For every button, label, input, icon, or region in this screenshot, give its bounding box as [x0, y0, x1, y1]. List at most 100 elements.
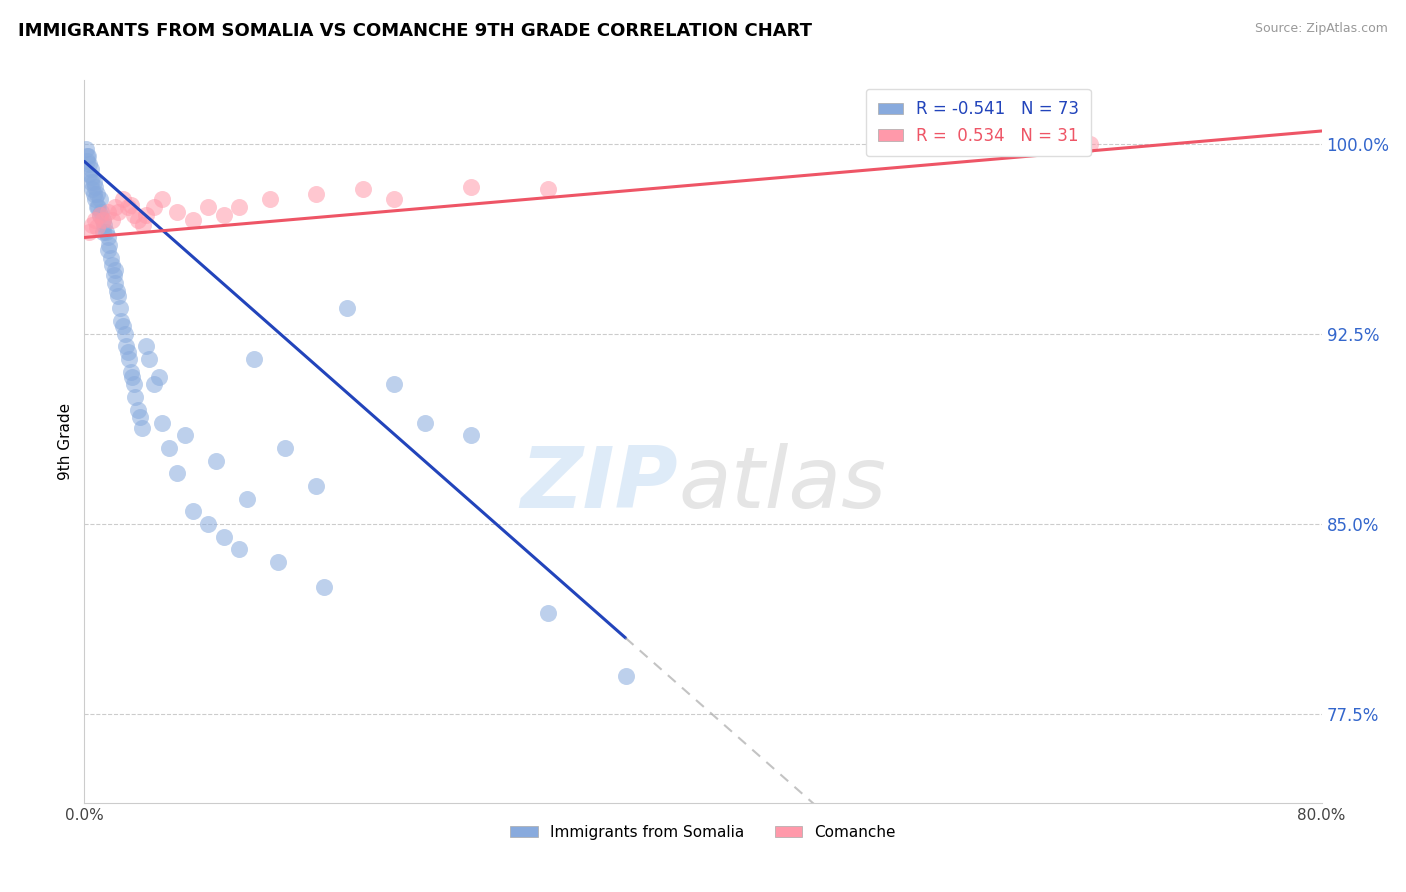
Point — [96, 243, 118, 257]
Text: ZIP: ZIP — [520, 443, 678, 526]
Point — [89, 193, 111, 207]
Point — [120, 365, 142, 379]
Point — [382, 377, 405, 392]
Point — [89, 208, 111, 222]
Point — [305, 187, 328, 202]
Point — [122, 377, 145, 392]
Point — [197, 200, 219, 214]
Point — [82, 169, 104, 184]
Point — [132, 218, 155, 232]
Point — [94, 226, 117, 240]
Text: Source: ZipAtlas.com: Source: ZipAtlas.com — [1254, 22, 1388, 36]
Point — [101, 258, 124, 272]
Point — [614, 669, 637, 683]
Point — [77, 167, 100, 181]
Point — [150, 193, 173, 207]
Point — [96, 205, 118, 219]
Point — [112, 193, 135, 207]
Text: atlas: atlas — [678, 443, 886, 526]
Point — [181, 212, 204, 227]
Point — [84, 212, 107, 227]
Text: IMMIGRANTS FROM SOMALIA VS COMANCHE 9TH GRADE CORRELATION CHART: IMMIGRANTS FROM SOMALIA VS COMANCHE 9TH … — [18, 22, 813, 40]
Point — [110, 314, 132, 328]
Point — [105, 284, 128, 298]
Point — [121, 370, 143, 384]
Point — [83, 175, 105, 189]
Point — [93, 218, 115, 232]
Point — [537, 606, 560, 620]
Point — [212, 208, 235, 222]
Point — [181, 504, 204, 518]
Point — [122, 208, 145, 222]
Point — [103, 268, 125, 283]
Point — [305, 479, 328, 493]
Point — [98, 238, 121, 252]
Point — [166, 467, 188, 481]
Point — [143, 377, 166, 392]
Point — [131, 420, 153, 434]
Point — [91, 212, 114, 227]
Point — [82, 218, 104, 232]
Point — [77, 226, 100, 240]
Legend: Immigrants from Somalia, Comanche: Immigrants from Somalia, Comanche — [503, 819, 903, 846]
Point — [150, 416, 173, 430]
Point — [90, 205, 112, 219]
Point — [138, 352, 160, 367]
Point — [75, 142, 97, 156]
Point — [127, 212, 149, 227]
Point — [135, 208, 157, 222]
Point — [460, 179, 482, 194]
Point — [77, 149, 100, 163]
Point — [117, 344, 139, 359]
Point — [101, 212, 124, 227]
Point — [107, 289, 129, 303]
Point — [205, 453, 228, 467]
Point — [314, 580, 336, 594]
Point — [129, 410, 152, 425]
Point — [84, 193, 107, 207]
Point — [86, 187, 108, 202]
Point — [159, 441, 180, 455]
Point — [118, 352, 141, 367]
Point — [127, 402, 149, 417]
Point — [117, 200, 139, 214]
Point — [148, 370, 170, 384]
Point — [86, 200, 108, 214]
Point — [79, 175, 101, 189]
Point — [83, 187, 105, 202]
Point — [96, 230, 118, 244]
Point — [1078, 136, 1101, 151]
Point — [382, 193, 405, 207]
Point — [235, 491, 259, 506]
Point — [336, 301, 359, 316]
Point — [120, 197, 142, 211]
Point — [100, 251, 122, 265]
Point — [243, 352, 266, 367]
Point — [79, 161, 101, 176]
Point — [87, 200, 110, 214]
Point — [166, 205, 188, 219]
Point — [259, 193, 281, 207]
Point — [112, 319, 135, 334]
Y-axis label: 9th Grade: 9th Grade — [58, 403, 73, 480]
Point — [76, 149, 98, 163]
Point — [107, 205, 129, 219]
Point — [228, 542, 250, 557]
Point — [460, 428, 482, 442]
Point — [135, 339, 157, 353]
Point — [537, 182, 560, 196]
Point — [84, 179, 107, 194]
Point — [174, 428, 197, 442]
Point — [82, 182, 104, 196]
Point — [352, 182, 374, 196]
Point — [104, 200, 127, 214]
Point — [115, 339, 138, 353]
Point — [267, 555, 290, 569]
Point — [114, 326, 136, 341]
Point — [274, 441, 297, 455]
Point — [108, 301, 131, 316]
Point — [143, 200, 166, 214]
Point — [89, 208, 111, 222]
Point — [86, 220, 108, 235]
Point — [104, 263, 127, 277]
